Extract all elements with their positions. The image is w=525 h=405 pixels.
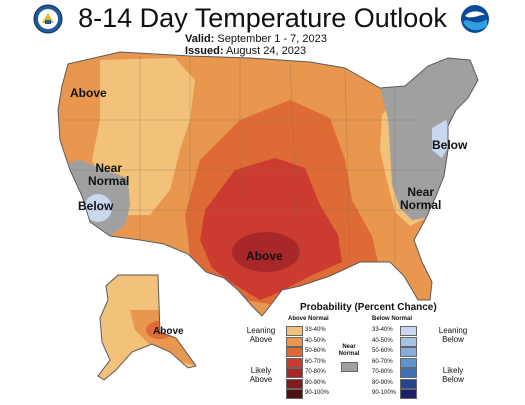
legend-above-swatch-0 — [286, 326, 303, 336]
region-70-80 — [232, 232, 300, 272]
legend-likely-below-line2: Below — [442, 375, 464, 384]
legend-leaning-above: Leaning Above — [240, 326, 282, 344]
issued-line: Issued: August 24, 2023 — [185, 45, 306, 57]
legend-likely-above: Likely Above — [240, 366, 282, 384]
legend-likely-below-line1: Likely — [442, 366, 464, 375]
legend-below-range-4: 70-80% — [372, 369, 393, 375]
legend-above-range-1: 40-50% — [305, 337, 326, 344]
valid-line: Valid: September 1 - 7, 2023 — [185, 33, 327, 45]
legend-title: Probability (Percent Chance) — [300, 302, 437, 313]
label-near-normal-ca-line2: Normal — [88, 174, 130, 188]
legend-above-swatch-6 — [286, 389, 303, 399]
valid-value: September 1 - 7, 2023 — [217, 33, 327, 45]
region-below-ca — [84, 194, 112, 222]
legend-above-header: Above Normal — [288, 316, 329, 322]
legend-likely-above-line2: Above — [249, 375, 273, 384]
label-above-south: Above — [246, 249, 283, 263]
legend-near-normal-swatch — [341, 362, 358, 372]
legend-likely-above-line1: Likely — [250, 366, 272, 375]
legend-below-range-2: 50-60% — [372, 348, 393, 354]
issued-label: Issued: — [185, 45, 224, 57]
legend-below-range-5: 80-90% — [372, 379, 393, 386]
legend-below-range-3: 60-70% — [372, 358, 393, 365]
label-below-ca: Below — [78, 199, 114, 213]
legend-above-range-4: 70-80% — [305, 369, 326, 375]
legend-leaning-below: Leaning Below — [432, 326, 474, 344]
doc-seal-icon — [33, 4, 63, 34]
legend-above-range-3: 60-70% — [305, 358, 326, 365]
label-near-normal-ca: Near Normal — [88, 162, 129, 188]
label-above-nw: Above — [70, 86, 107, 100]
state-borders — [60, 56, 440, 287]
legend-below-range-1: 40-50% — [372, 337, 393, 344]
legend-likely-below: Likely Below — [432, 366, 474, 384]
legend-above-range-5: 80-90% — [305, 379, 326, 386]
legend-leaning-above-line2: Above — [249, 335, 273, 344]
legend-above-range-6: 90-100% — [305, 390, 330, 396]
legend-above-swatch-5 — [286, 378, 303, 389]
region-60-70 — [200, 158, 342, 300]
legend-near-normal-line2: Normal — [338, 351, 360, 357]
legend-above-range-0: 33-40% — [305, 327, 326, 333]
conus-outline — [57, 51, 479, 317]
alaska-outline — [97, 274, 197, 381]
noaa-logo-icon — [461, 5, 489, 33]
issued-value: August 24, 2023 — [225, 45, 307, 57]
legend-above-swatch-2 — [286, 347, 303, 357]
legend-below-range-6: 90-100% — [372, 390, 397, 396]
legend-below-range-0: 33-40% — [372, 327, 393, 333]
legend-leaning-below-line1: Leaning — [438, 326, 468, 335]
label-above-ak: Above — [153, 326, 184, 337]
legend-below-swatch-4 — [400, 368, 417, 378]
legend-above-swatch-4 — [286, 368, 303, 378]
legend-above-range-2: 50-60% — [305, 348, 326, 354]
region-below-ne — [432, 120, 452, 158]
region-near-normal-east — [380, 58, 478, 220]
legend-below-swatch-3 — [400, 357, 417, 368]
map-title: 8-14 Day Temperature Outlook — [78, 3, 447, 33]
legend-below-header: Below Normal — [372, 316, 413, 322]
legend-below-swatch-2 — [400, 347, 417, 357]
legend-below-swatch-6 — [400, 389, 417, 399]
valid-label: Valid: — [185, 33, 215, 45]
legend-below-swatch-5 — [400, 378, 417, 389]
legend-below-swatch-0 — [400, 326, 417, 336]
legend-below-swatch-1 — [400, 336, 417, 347]
legend-above-swatch-1 — [286, 336, 303, 347]
label-near-normal-se: Near Normal — [400, 186, 441, 212]
legend-near-normal-label: Near Normal — [334, 344, 364, 358]
label-near-normal-ca-line1: Near — [95, 161, 123, 175]
label-near-normal-se-line1: Near — [407, 185, 435, 199]
legend-above-swatch-3 — [286, 357, 303, 368]
legend-leaning-below-line2: Below — [442, 335, 464, 344]
legend-near-normal-line1: Near — [342, 344, 356, 350]
label-near-normal-se-line2: Normal — [400, 198, 442, 212]
label-below-ne: Below — [432, 138, 468, 152]
legend-leaning-above-line1: Leaning — [246, 326, 276, 335]
